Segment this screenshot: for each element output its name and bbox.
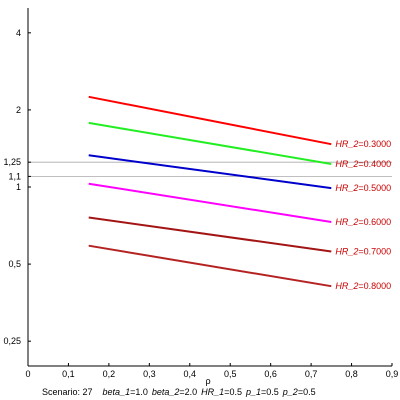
series-line-3 — [88, 182, 332, 223]
series-line-4 — [88, 216, 332, 253]
x-tick-label-2: 0,2 — [103, 369, 116, 379]
x-tick-label-0: 0 — [25, 369, 30, 379]
y-tick-label-3: 1,1 — [8, 171, 21, 181]
axes-layer: 0 0,1 0,2 0,3 0,4 0,5 0,6 0,7 0,8 0,9 0,25 0,5 11,1 1… — [3, 8, 398, 379]
caption-param-name-2: HR_1 — [201, 387, 224, 397]
caption-param-name-4: p_2 — [282, 387, 298, 397]
caption: Scenario: 27 beta_1=1.0 beta_2=2.0 HR_1=0.5… — [42, 387, 316, 397]
y-tick-label-5: 2 — [16, 105, 21, 115]
x-axis-label: ρ — [205, 376, 210, 386]
series-layer — [88, 95, 332, 288]
series-label-4: HR_2=0.7000 — [335, 246, 391, 256]
caption-param-name-3: p_1 — [245, 387, 261, 397]
x-tick-label-5: 0,5 — [224, 369, 237, 379]
x-tick-label-3: 0,3 — [143, 369, 156, 379]
series-line-0 — [88, 95, 332, 146]
y-tick-label-2: 1 — [16, 182, 21, 192]
series-label-0: HR_2=0.3000 — [335, 139, 391, 149]
caption-param-value-2: =0.5 — [224, 387, 242, 397]
series-label-1: HR_2=0.4000 — [335, 159, 391, 169]
x-tick-label-7: 0,7 — [305, 369, 318, 379]
series-labels-layer: HR_2=0.3000 HR_2=0.4000 HR_2=0.5000 HR_2=0.… — [335, 139, 391, 291]
y-tick-label-6: 4 — [16, 28, 21, 38]
series-label-2: HR_2=0.5000 — [335, 183, 391, 193]
caption-param-name-1: beta_2 — [152, 387, 180, 397]
y-tick-label-1: 0,5 — [8, 259, 21, 269]
x-tick-label-1: 0,1 — [62, 369, 75, 379]
series-line-5 — [88, 244, 332, 288]
caption-param-name-0: beta_1 — [103, 387, 131, 397]
caption-param-value-1: =2.0 — [179, 387, 197, 397]
y-tick-label-0: 0,25 — [3, 336, 21, 346]
scenario-label: Scenario: 27 — [42, 387, 93, 397]
caption-param-value-0: =1.0 — [130, 387, 148, 397]
x-tick-label-8: 0,8 — [345, 369, 358, 379]
series-label-5: HR_2=0.8000 — [335, 281, 391, 291]
y-tick-label-4: 1,25 — [3, 157, 21, 167]
series-label-3: HR_2=0.6000 — [335, 217, 391, 227]
reference-lines — [28, 161, 392, 177]
caption-param-value-3: =0.5 — [261, 387, 279, 397]
series-line-1 — [88, 121, 332, 165]
x-tick-label-6: 0,6 — [264, 369, 277, 379]
series-line-2 — [88, 154, 332, 190]
x-tick-label-4: 0,4 — [184, 369, 197, 379]
x-tick-label-9: 0,9 — [386, 369, 399, 379]
caption-param-value-4: =0.5 — [298, 387, 316, 397]
